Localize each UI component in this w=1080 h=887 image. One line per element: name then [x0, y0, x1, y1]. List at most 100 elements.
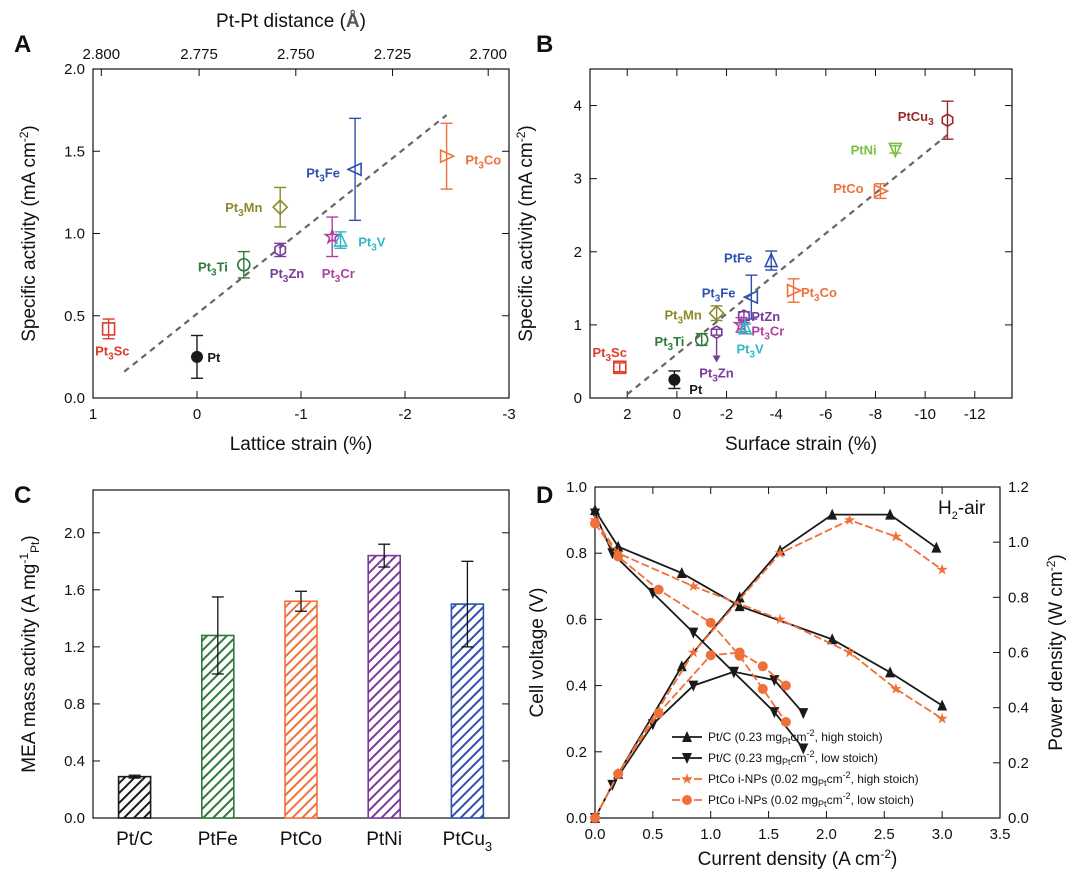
- label-Pt3Cr: Pt3Cr: [322, 266, 355, 285]
- power-point: [613, 768, 624, 779]
- power-point: [728, 666, 739, 678]
- voltage-point: [827, 633, 838, 645]
- power-point: [890, 530, 902, 542]
- x-tick-label: 0.0: [585, 826, 606, 843]
- series-PtCo i-NPs low stoich: [590, 518, 791, 823]
- power-point: [590, 813, 600, 823]
- voltage-line-Pt/C low stoich: [594, 513, 805, 750]
- x-tick-label: -12: [964, 406, 986, 423]
- y-tick-label: 0.4: [566, 678, 587, 695]
- marker-Pt3Fe: [346, 162, 362, 177]
- category-label-Pt/C: Pt/C: [116, 829, 153, 850]
- voltage-point: [885, 666, 896, 678]
- power-point: [931, 541, 942, 553]
- legend-marker-Pt/C high stoich: [682, 731, 692, 742]
- marker-Pt3Fe: [742, 289, 759, 305]
- voltage-point: [890, 682, 902, 694]
- top-tick-label: 2.700: [469, 46, 507, 63]
- y2-tick-label: 1.2: [1008, 479, 1029, 496]
- power-point: [885, 508, 896, 520]
- y-tick-label: 4: [574, 98, 582, 115]
- voltage-point: [590, 518, 600, 529]
- voltage-point: [936, 712, 948, 724]
- label-Pt3V: Pt3V: [736, 341, 764, 360]
- marker-PtCu3: [941, 113, 954, 128]
- marker-Pt3Co: [439, 148, 456, 164]
- y-tick-label: 2: [574, 244, 582, 261]
- legend-label-PtCo i-NPs low stoich: PtCo i-NPs (0.02 mgPtcm-2, low stoich): [708, 791, 914, 809]
- marker-Pt3Co: [786, 283, 803, 298]
- y-tick-label: 0.0: [64, 390, 85, 407]
- y-tick-label: 1.6: [64, 582, 85, 599]
- voltage-point: [676, 567, 687, 579]
- category-label-PtFe: PtFe: [198, 829, 238, 850]
- top-tick-label: 2.725: [374, 46, 412, 63]
- label-Pt3Fe: Pt3Fe: [306, 166, 340, 185]
- x-axis-title: Surface strain (%): [725, 434, 877, 455]
- bar-Pt/C: [117, 775, 152, 819]
- power-point: [757, 661, 768, 672]
- power-point: [780, 680, 791, 691]
- x-tick-label: -3: [502, 406, 515, 423]
- marker-PtFe: [763, 251, 779, 268]
- x-tick-label: 0: [193, 406, 201, 423]
- voltage-point: [590, 508, 600, 520]
- legend-marker-Pt/C low stoich: [682, 753, 692, 764]
- y-tick-label: 0.8: [64, 696, 85, 713]
- voltage-point: [653, 584, 664, 595]
- voltage-line-PtCo i-NPs low stoich: [594, 522, 787, 723]
- voltage-point: [613, 551, 624, 562]
- y-tick-label: 0.4: [64, 753, 85, 770]
- x-tick-label: 1.0: [700, 826, 721, 843]
- label-PtCu3: PtCu3: [898, 109, 934, 128]
- panel-A: A 1 0 -1 -2 -3 0.0 0.5 1.0 1.5 2.02.800 2.775 2.750 2…: [14, 11, 516, 455]
- power-point: [653, 708, 664, 719]
- label-Pt3Ti: Pt3Ti: [198, 259, 228, 278]
- marker-Pt3Ti: [694, 332, 709, 347]
- panel-letter-A: A: [14, 31, 31, 58]
- voltage-point: [734, 600, 745, 612]
- panel-D: D0.0 0.5 1.0 1.5 2.0 2.5 3.0 3.50.00.20.40.60.8…: [527, 479, 1067, 870]
- y-tick-label: 2.0: [64, 61, 85, 78]
- x-tick-label: -4: [770, 406, 783, 423]
- y2-tick-label: 0.0: [1008, 810, 1029, 827]
- voltage-point: [757, 683, 768, 694]
- y-tick-label: 0.5: [64, 308, 85, 325]
- power-point: [827, 508, 838, 520]
- y-tick-label: 1.0: [566, 479, 587, 496]
- bar-PtNi: [367, 554, 402, 819]
- y-tick-label: 1: [574, 317, 582, 334]
- voltage-point: [687, 580, 700, 592]
- y-axis-title: Cell voltage (V): [527, 588, 548, 718]
- y-tick-label: 0.6: [566, 611, 587, 628]
- x-tick-label: -10: [914, 406, 936, 423]
- fit-trend-line: [123, 114, 448, 373]
- legend-label-PtCo i-NPs high stoich: PtCo i-NPs (0.02 mgPtcm-2, high stoich): [708, 770, 919, 788]
- y2-tick-label: 0.4: [1008, 700, 1029, 717]
- y2-tick-label: 0.6: [1008, 645, 1029, 662]
- marker-Pt3Ti: [237, 257, 251, 272]
- label-Pt3Zn: Pt3Zn: [270, 266, 305, 285]
- marker-Pt3Mn: [708, 305, 725, 322]
- top-tick-label: 2.775: [180, 46, 218, 63]
- legend-label-Pt/C low stoich: Pt/C (0.23 mgPtcm-2, low stoich): [708, 749, 878, 767]
- x-tick-label: -6: [819, 406, 832, 423]
- legend-marker-PtCo i-NPs low stoich: [682, 795, 692, 805]
- panel-B: B 2 0 -2 -4 -6 -8 -10 -12 0 1 2 3 4 Surface strain (%)…: [514, 31, 1013, 455]
- x-tick-label: -2: [720, 406, 733, 423]
- y-tick-label: 1.5: [64, 143, 85, 160]
- y-tick-label: 0: [574, 390, 582, 407]
- y-tick-label: 1.0: [64, 226, 85, 243]
- marker-Pt3V: [737, 318, 753, 335]
- panel-B-frame: [589, 68, 1013, 399]
- x-tick-label: -1: [294, 406, 307, 423]
- panel-A-frame: [92, 68, 510, 399]
- top-tick-label: 2.750: [277, 46, 315, 63]
- y-tick-label: 0.8: [566, 545, 587, 562]
- y-axis-title: Specific activity (mA cm-2): [17, 125, 40, 342]
- panel-letter-C: C: [14, 482, 31, 509]
- power-point: [769, 675, 780, 687]
- panel-D-frame: [594, 486, 1001, 819]
- x-tick-label: 1.5: [758, 826, 779, 843]
